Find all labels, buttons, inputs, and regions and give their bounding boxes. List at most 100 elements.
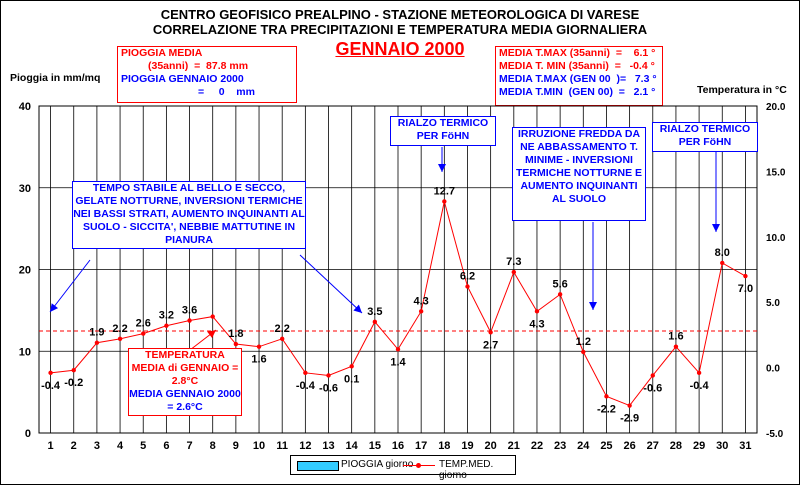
x-tick-label: 26 bbox=[623, 440, 635, 452]
temperature-data-label: 1.6 bbox=[668, 331, 683, 343]
mean-temp-text: TEMPERATURA MEDIA di GENNAIO = 2.8°C bbox=[131, 349, 239, 387]
callout-foehn-2: RIALZO TERMICO PER FöHN bbox=[652, 122, 758, 152]
temperature-point bbox=[604, 394, 609, 399]
y-tick-label-left: 20 bbox=[19, 265, 31, 277]
temperature-point bbox=[442, 199, 447, 204]
x-tick-label: 17 bbox=[415, 440, 427, 452]
rain-line1: PIOGGIA MEDIA bbox=[121, 47, 203, 59]
temperature-data-label: -0.4 bbox=[296, 380, 316, 392]
stats-line4: MEDIA T.MIN (GEN 00) = 2.1 ° bbox=[499, 86, 656, 98]
y-tick-label-right: 20.0 bbox=[766, 102, 786, 113]
temperature-data-label: 1.4 bbox=[390, 356, 406, 368]
y-axis-label-left: Pioggia in mm/mq bbox=[10, 72, 101, 84]
temperature-point bbox=[557, 292, 563, 297]
temperature-point bbox=[233, 341, 239, 347]
temperature-point bbox=[303, 370, 308, 376]
temperature-data-label: 5.6 bbox=[552, 278, 567, 290]
temperature-data-label: 8.0 bbox=[715, 247, 730, 259]
x-tick-label: 4 bbox=[117, 440, 124, 452]
temperature-point bbox=[534, 309, 540, 314]
legend-temp-label: TEMP.MED. giorno bbox=[439, 459, 494, 481]
chart-title-line1: CENTRO GEOFISICO PREALPINO - STAZIONE ME… bbox=[160, 7, 640, 22]
temperature-data-label: 4.3 bbox=[529, 318, 544, 330]
rain-summary-box: PIOGGIA MEDIA (35anni) = 87.8 mm PIOGGIA… bbox=[117, 46, 297, 103]
x-tick-label: 28 bbox=[670, 440, 682, 452]
temperature-data-label: 3.5 bbox=[367, 306, 382, 318]
temperature-point bbox=[117, 336, 123, 342]
temperature-point bbox=[94, 340, 100, 345]
y-tick-label-right: 15.0 bbox=[766, 167, 786, 178]
callout-arrowhead bbox=[50, 303, 59, 312]
x-tick-label: 1 bbox=[48, 440, 54, 452]
y-tick-label-right: 0.0 bbox=[766, 364, 780, 375]
legend-rain-label: PIOGGIA giorno bbox=[341, 459, 414, 470]
legend-temp-marker bbox=[416, 463, 421, 468]
temperature-point bbox=[673, 344, 679, 349]
x-tick-label: 8 bbox=[210, 440, 216, 452]
chart-title-line2: CORRELAZIONE TRA PRECIPITAZIONI E TEMPER… bbox=[152, 22, 648, 37]
y-tick-label-left: 0 bbox=[25, 428, 31, 440]
temperature-data-label: 2.6 bbox=[136, 318, 151, 330]
temperature-point bbox=[627, 403, 632, 408]
legend-rain-swatch bbox=[297, 461, 339, 471]
x-tick-label: 21 bbox=[508, 440, 520, 452]
rain-line4: = 0 mm bbox=[198, 86, 255, 98]
x-tick-label: 5 bbox=[140, 440, 146, 452]
temperature-data-label: 7.3 bbox=[506, 256, 521, 268]
callout-arrowhead bbox=[438, 164, 446, 172]
legend: PIOGGIA giorno TEMP.MED. giorno bbox=[290, 455, 516, 481]
temperature-point bbox=[395, 347, 401, 352]
temperature-data-label: 2.7 bbox=[483, 339, 498, 351]
temperature-data-label: -0.4 bbox=[41, 380, 61, 392]
x-tick-label: 18 bbox=[438, 440, 450, 452]
x-tick-label: 20 bbox=[485, 440, 497, 452]
temperature-data-label: 1.8 bbox=[228, 328, 243, 340]
temperature-data-label: -2.2 bbox=[597, 403, 616, 415]
temperature-point bbox=[210, 314, 215, 319]
temperature-point bbox=[279, 336, 285, 342]
temperature-point bbox=[418, 309, 424, 314]
temperature-point bbox=[696, 370, 702, 376]
temperature-data-label: -0.6 bbox=[643, 382, 662, 394]
temperature-point bbox=[743, 273, 748, 279]
temperature-data-label: 6.2 bbox=[460, 271, 475, 283]
x-tick-label: 19 bbox=[461, 440, 473, 452]
x-tick-label: 31 bbox=[739, 440, 751, 452]
x-tick-label: 9 bbox=[233, 440, 239, 452]
temperature-point bbox=[164, 323, 169, 328]
rain-line2: (35anni) = 87.8 mm bbox=[148, 60, 249, 72]
temperature-point bbox=[488, 330, 493, 335]
temperature-data-label: 3.2 bbox=[159, 310, 174, 322]
temperature-point bbox=[48, 370, 53, 376]
stats-line1: MEDIA T.MAX (35anni) = 6.1 ° bbox=[499, 47, 656, 59]
y-tick-label-right: 10.0 bbox=[766, 233, 786, 244]
x-tick-label: 6 bbox=[163, 440, 169, 452]
x-tick-label: 3 bbox=[94, 440, 100, 452]
callout-arrowhead bbox=[207, 330, 216, 339]
x-tick-label: 11 bbox=[276, 440, 288, 452]
x-tick-label: 10 bbox=[253, 440, 265, 452]
x-tick-label: 7 bbox=[186, 440, 192, 452]
x-tick-label: 25 bbox=[600, 440, 612, 452]
temperature-data-label: -0.6 bbox=[319, 382, 338, 394]
temperature-point bbox=[372, 319, 378, 325]
callout-cold-outbreak: IRRUZIONE FREDDA DA NE ABBASSAMENTO T. M… bbox=[512, 127, 646, 221]
callout-foehn-1: RIALZO TERMICO PER FöHN bbox=[390, 116, 496, 146]
temperature-data-label: 2.2 bbox=[275, 323, 290, 335]
temperature-point bbox=[650, 373, 655, 378]
callout-arrowhead bbox=[589, 302, 597, 310]
callout-arrow bbox=[49, 259, 91, 313]
mean-temp-2000-text: MEDIA GENNAIO 2000 = 2.6°C bbox=[129, 388, 241, 413]
temperature-point bbox=[187, 318, 192, 323]
temperature-stats-box: MEDIA T.MAX (35anni) = 6.1 ° MEDIA T. MI… bbox=[495, 46, 663, 106]
rain-line3: PIOGGIA GENNAIO 2000 bbox=[121, 73, 244, 85]
temperature-point bbox=[326, 373, 331, 378]
x-tick-label: 24 bbox=[577, 440, 590, 452]
x-tick-label: 12 bbox=[299, 440, 311, 452]
callout-arrow bbox=[299, 254, 363, 314]
x-tick-label: 2 bbox=[71, 440, 77, 452]
temperature-data-label: 1.9 bbox=[89, 327, 104, 339]
y-tick-label-left: 30 bbox=[19, 183, 31, 195]
callout-arrowhead bbox=[353, 304, 362, 313]
temperature-data-label: 12.7 bbox=[434, 185, 455, 197]
